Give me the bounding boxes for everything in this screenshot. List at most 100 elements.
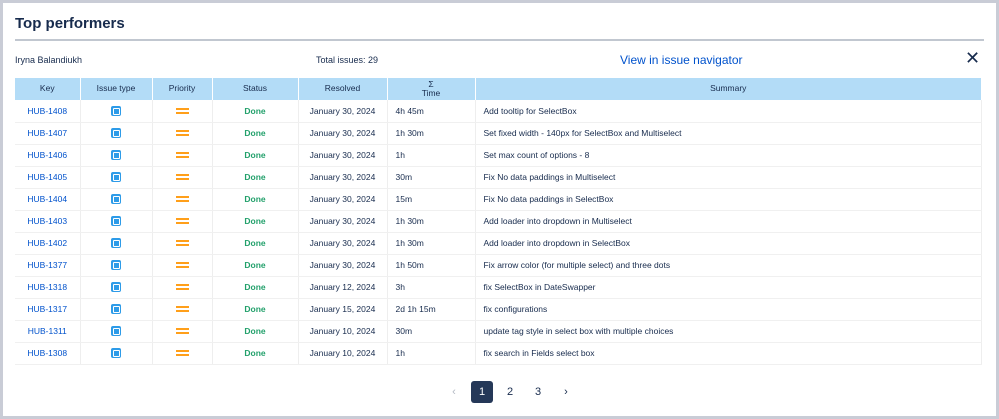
issue-type-cell [80, 166, 153, 189]
key-cell: HUB-1311 [15, 320, 81, 343]
priority-cell [152, 100, 213, 123]
medium-priority-icon [175, 216, 189, 226]
task-icon [111, 106, 121, 117]
pagination: ‹ 1 2 3 › [443, 381, 577, 403]
divider [15, 39, 984, 41]
resolved-cell: January 30, 2024 [298, 254, 388, 277]
issue-key-link[interactable]: HUB-1308 [27, 348, 68, 358]
summary-cell: Fix No data paddings in SelectBox [475, 188, 982, 211]
priority-cell [152, 254, 213, 277]
issue-key-link[interactable]: HUB-1377 [27, 260, 68, 270]
issue-key-link[interactable]: HUB-1403 [27, 216, 68, 226]
issue-type-cell [80, 298, 153, 321]
top-performers-panel: Top performers Iryna Balandiukh Total is… [3, 3, 996, 416]
issue-key-link[interactable]: HUB-1408 [27, 105, 68, 116]
issue-key-link[interactable]: HUB-1317 [27, 304, 68, 314]
page-1-button[interactable]: 1 [471, 381, 493, 403]
table-row: HUB-1317 Done January 15, 2024 2d 1h 15m… [15, 298, 982, 321]
medium-priority-icon [175, 348, 189, 358]
status-cell: Done [212, 254, 299, 277]
medium-priority-icon [175, 282, 189, 292]
status-cell: Done [212, 144, 299, 167]
medium-priority-icon [175, 238, 189, 248]
column-priority[interactable]: Priority [152, 78, 213, 100]
issue-key-link[interactable]: HUB-1318 [27, 282, 68, 292]
issue-type-cell [80, 122, 153, 145]
issue-type-cell [80, 254, 153, 277]
priority-cell [152, 232, 213, 255]
column-summary[interactable]: Summary [475, 78, 982, 100]
table-row: HUB-1405 Done January 30, 2024 30m Fix N… [15, 166, 982, 189]
priority-cell [152, 276, 213, 299]
table-row: HUB-1403 Done January 30, 2024 1h 30m Ad… [15, 210, 982, 233]
medium-priority-icon [175, 194, 189, 204]
time-cell: 3h [387, 276, 476, 299]
summary-cell: Fix arrow color (for multiple select) an… [475, 254, 982, 277]
column-issue-type[interactable]: Issue type [80, 78, 153, 100]
issues-table: Key Issue type Priority Status Resolved … [15, 78, 982, 365]
close-icon[interactable]: ✕ [965, 48, 981, 68]
table-row: HUB-1404 Done January 30, 2024 15m Fix N… [15, 188, 982, 211]
task-icon [111, 260, 121, 271]
status-cell: Done [212, 276, 299, 299]
issue-type-cell [80, 144, 153, 167]
resolved-cell: January 30, 2024 [298, 166, 388, 189]
page-3-button[interactable]: 3 [534, 386, 542, 398]
resolved-cell: January 12, 2024 [298, 276, 388, 299]
issue-type-cell [80, 188, 153, 211]
task-icon [111, 238, 121, 249]
issue-key-link[interactable]: HUB-1405 [27, 172, 68, 182]
medium-priority-icon [175, 326, 189, 336]
user-name: Iryna Balandiukh [15, 55, 83, 65]
table-row: HUB-1377 Done January 30, 2024 1h 50m Fi… [15, 254, 982, 277]
task-icon [111, 172, 121, 183]
column-resolved[interactable]: Resolved [298, 78, 388, 100]
task-icon [111, 216, 121, 227]
table-row: HUB-1318 Done January 12, 2024 3h fix Se… [15, 276, 982, 299]
key-cell: HUB-1318 [15, 276, 81, 299]
issue-type-cell [80, 210, 153, 233]
status-cell: Done [212, 298, 299, 321]
status-cell: Done [212, 232, 299, 255]
task-icon [111, 326, 121, 337]
task-icon [111, 348, 121, 359]
column-key[interactable]: Key [15, 78, 81, 100]
priority-cell [152, 188, 213, 211]
time-cell: 1h 30m [387, 210, 476, 233]
view-in-issue-navigator-link[interactable]: View in issue navigator [620, 53, 743, 67]
summary-cell: update tag style in select box with mult… [475, 320, 982, 343]
issue-key-link[interactable]: HUB-1404 [27, 194, 68, 204]
resolved-cell: January 30, 2024 [298, 144, 388, 167]
issue-key-link[interactable]: HUB-1407 [27, 128, 68, 138]
issue-key-link[interactable]: HUB-1406 [27, 150, 68, 160]
table-row: HUB-1407 Done January 30, 2024 1h 30m Se… [15, 122, 982, 145]
status-cell: Done [212, 320, 299, 343]
issue-key-link[interactable]: HUB-1311 [27, 326, 67, 336]
status-cell: Done [212, 210, 299, 233]
summary-cell: Set max count of options - 8 [475, 144, 982, 167]
priority-cell [152, 166, 213, 189]
column-time[interactable]: Σ Time [387, 78, 476, 100]
issue-type-cell [80, 276, 153, 299]
priority-cell [152, 342, 213, 365]
key-cell: HUB-1308 [15, 342, 81, 365]
priority-cell [152, 210, 213, 233]
medium-priority-icon [175, 128, 189, 138]
key-cell: HUB-1406 [15, 144, 81, 167]
summary-cell: fix SelectBox in DateSwapper [475, 276, 982, 299]
time-cell: 4h 45m [387, 100, 476, 123]
key-cell: HUB-1404 [15, 188, 81, 211]
column-status[interactable]: Status [212, 78, 299, 100]
issue-type-cell [80, 320, 153, 343]
resolved-cell: January 30, 2024 [298, 232, 388, 255]
next-page-button[interactable]: › [564, 386, 568, 398]
prev-page-button[interactable]: ‹ [452, 386, 456, 398]
resolved-cell: January 30, 2024 [298, 122, 388, 145]
summary-cell: Add loader into dropdown in SelectBox [475, 232, 982, 255]
total-issues: Total issues: 29 [316, 55, 379, 65]
issue-type-cell [80, 100, 153, 123]
panel-title: Top performers [15, 15, 125, 32]
issue-key-link[interactable]: HUB-1402 [27, 238, 68, 248]
resolved-cell: January 30, 2024 [298, 100, 388, 123]
page-2-button[interactable]: 2 [506, 386, 514, 398]
